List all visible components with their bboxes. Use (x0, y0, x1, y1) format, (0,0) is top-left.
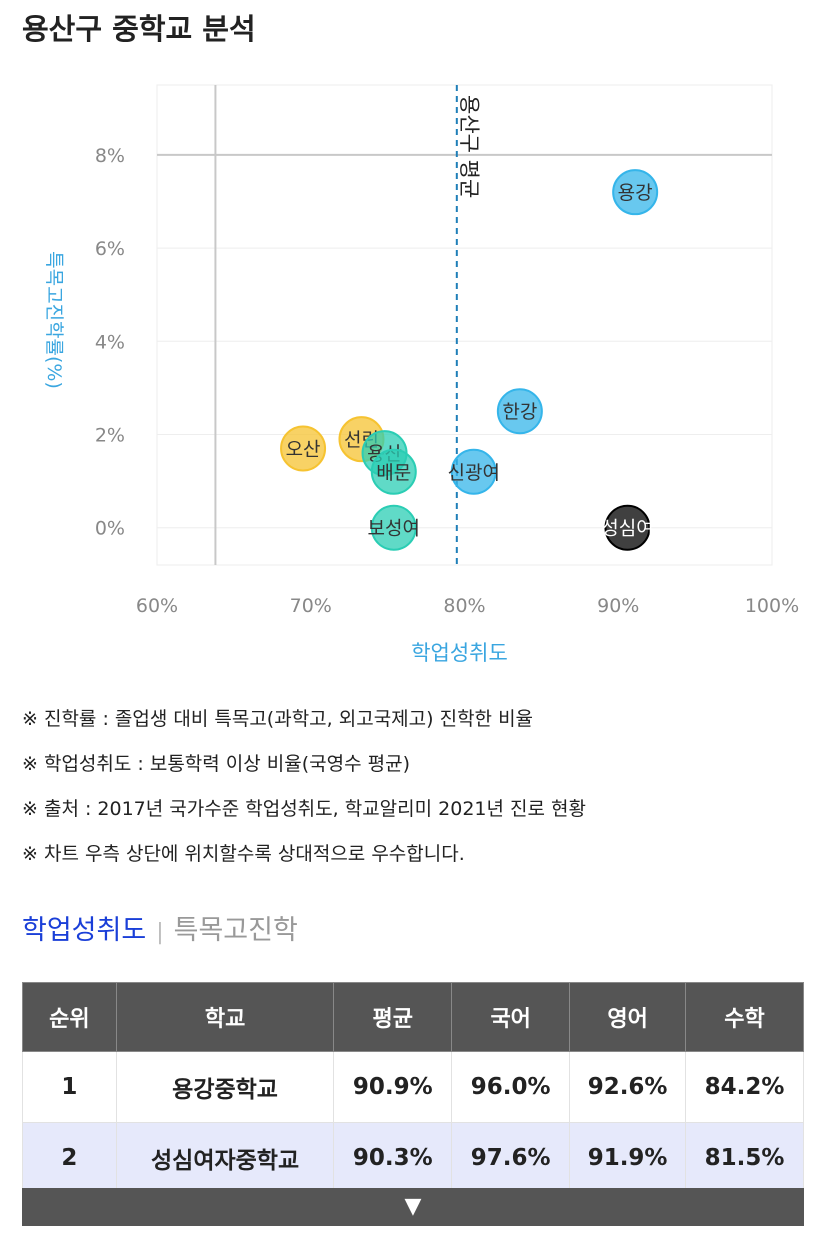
tab-separator: | (156, 920, 164, 945)
point-label: 배문 (376, 462, 411, 484)
point-label: 신광여 (447, 462, 499, 484)
x-tick-label: 90% (597, 595, 639, 617)
tab-special-high-admission[interactable]: 특목고진학 (173, 915, 298, 946)
cell-rank: 1 (22, 1051, 117, 1123)
cell-rank: 2 (22, 1122, 117, 1194)
header-english: 영어 (569, 982, 687, 1052)
y-tick-label: 8% (95, 145, 125, 167)
y-tick-label: 2% (95, 425, 125, 447)
average-reference-label: 용산구 평균 (457, 95, 481, 198)
header-average: 평균 (333, 982, 453, 1052)
scatter-point (370, 448, 417, 495)
x-tick-label: 100% (745, 595, 799, 617)
cell-english: 91.9% (569, 1122, 687, 1194)
point-label: 용강 (618, 182, 653, 204)
ranking-tabs: 학업성취도 | 특목고진학 (22, 908, 298, 947)
header-math: 수학 (685, 982, 804, 1052)
note-admission-rate: ※ 진학률 : 졸업생 대비 특목고(과학고, 외고국제고) 진학한 비율 (22, 708, 534, 730)
y-tick-label: 6% (95, 238, 125, 260)
header-school: 학교 (115, 982, 335, 1052)
chart-notes: ※ 진학률 : 졸업생 대비 특목고(과학고, 외고국제고) 진학한 비율 ※ … (22, 702, 586, 882)
scatter-point (496, 388, 543, 435)
point-label: 한강 (502, 401, 537, 423)
cell-math: 81.5% (685, 1122, 804, 1194)
page-title: 용산구 중학교 분석 (22, 12, 256, 46)
note-source: ※ 출처 : 2017년 국가수준 학업성취도, 학교알리미 2021년 진로 … (22, 798, 586, 820)
x-tick-label: 80% (443, 595, 485, 617)
table-row: 1 용강중학교 90.9% 96.0% 92.6% 84.2% (22, 1051, 804, 1123)
cell-school: 성심여자중학교 (115, 1122, 335, 1194)
point-label: 오산 (286, 438, 321, 460)
y-tick-label: 0% (95, 518, 125, 540)
x-tick-label: 60% (136, 595, 178, 617)
cell-english: 92.6% (569, 1051, 687, 1123)
note-interpretation: ※ 차트 우측 상단에 위치할수록 상대적으로 우수합니다. (22, 843, 465, 865)
ranking-table: 순위 학교 평균 국어 영어 수학 1 용강중학교 90.9% 96.0% 92… (22, 982, 804, 1194)
cell-school: 용강중학교 (115, 1051, 335, 1123)
y-tick-label: 4% (95, 331, 125, 353)
x-tick-label: 70% (290, 595, 332, 617)
cell-average: 90.3% (333, 1122, 453, 1194)
scatter-chart: 0% 2% 4% 6% 8% 60% 70% 80% 90% 100% 학업성취도 특목고진학률(%)… (43, 84, 799, 665)
x-axis-title: 학업성취도 (411, 641, 508, 665)
expand-table-button[interactable]: ▼ (22, 1188, 804, 1226)
point-label: 성심여 (601, 518, 653, 540)
scatter-point (450, 448, 497, 495)
point-label: 보성여 (368, 518, 420, 540)
cell-korean: 97.6% (451, 1122, 571, 1194)
scatter-point (604, 504, 651, 551)
y-axis-title: 특목고진학률(%) (43, 251, 65, 389)
table-header-row: 순위 학교 평균 국어 영어 수학 (22, 982, 804, 1052)
cell-korean: 96.0% (451, 1051, 571, 1123)
scatter-point (612, 169, 659, 216)
table-row: 2 성심여자중학교 90.3% 97.6% 91.9% 81.5% (22, 1122, 804, 1194)
triangle-down-icon: ▼ (404, 1194, 422, 1219)
scatter-point (280, 425, 327, 472)
header-korean: 국어 (451, 982, 571, 1052)
cell-average: 90.9% (333, 1051, 453, 1123)
header-rank: 순위 (22, 982, 117, 1052)
tab-achievement[interactable]: 학업성취도 (22, 915, 147, 946)
scatter-point (370, 504, 417, 551)
note-achievement: ※ 학업성취도 : 보통학력 이상 비율(국영수 평균) (22, 753, 411, 775)
cell-math: 84.2% (685, 1051, 804, 1123)
